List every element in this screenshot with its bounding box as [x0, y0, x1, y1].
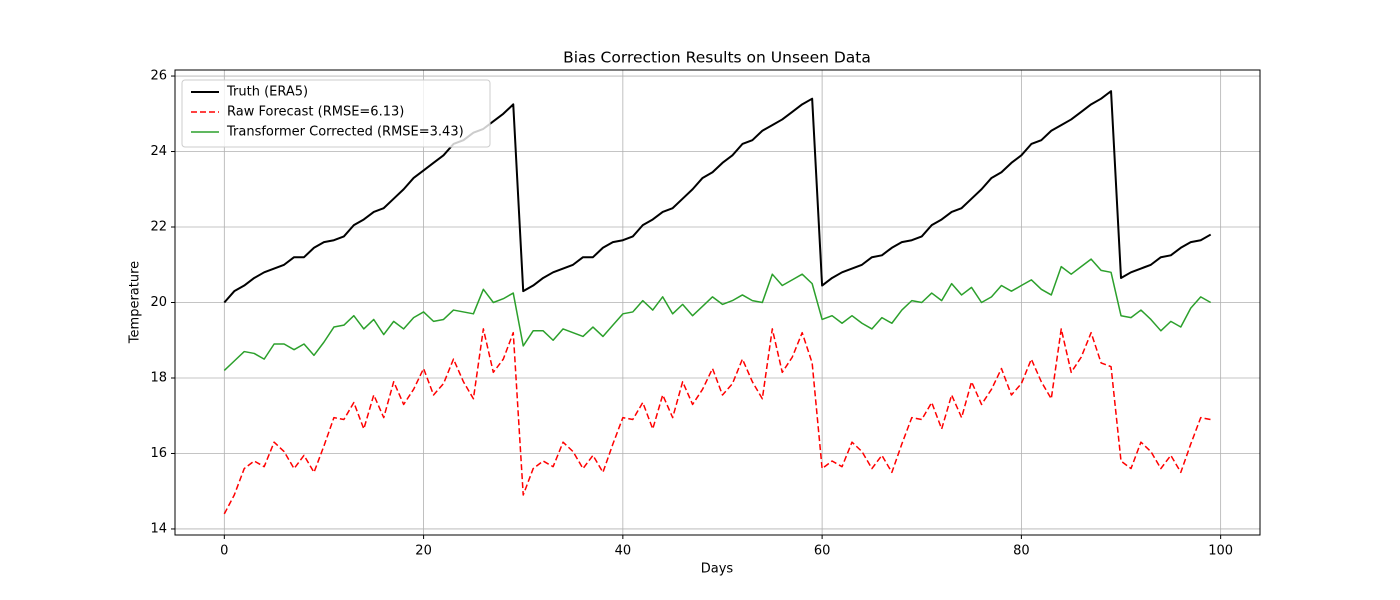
series-line	[223, 90, 1212, 304]
axes-frame	[174, 69, 1261, 536]
x-tick-label: 40	[615, 544, 632, 559]
legend-label: Raw Forecast (RMSE=6.13)	[227, 105, 404, 120]
y-tick-label: 24	[150, 144, 167, 159]
x-tick-label: 60	[814, 544, 831, 559]
y-tick-label: 26	[150, 69, 167, 84]
y-tick-label: 18	[150, 370, 167, 385]
x-tick-label: 0	[220, 544, 228, 559]
y-axis-label: Temperature	[128, 261, 143, 344]
x-tick-label: 20	[415, 544, 432, 559]
legend-label: Truth (ERA5)	[226, 85, 308, 100]
x-tick-label: 100	[1208, 544, 1233, 559]
y-tick-label: 14	[150, 521, 167, 536]
y-tick-label: 22	[150, 220, 167, 235]
x-tick-label: 80	[1013, 544, 1030, 559]
series-line	[223, 258, 1212, 371]
x-axis-label: Days	[701, 562, 734, 577]
y-tick-label: 16	[150, 446, 167, 461]
legend-label: Transformer Corrected (RMSE=3.43)	[226, 125, 464, 140]
y-tick-label: 20	[150, 295, 167, 310]
series-line	[223, 328, 1211, 515]
legend-box	[181, 79, 491, 148]
chart-title: Bias Correction Results on Unseen Data	[563, 49, 871, 67]
